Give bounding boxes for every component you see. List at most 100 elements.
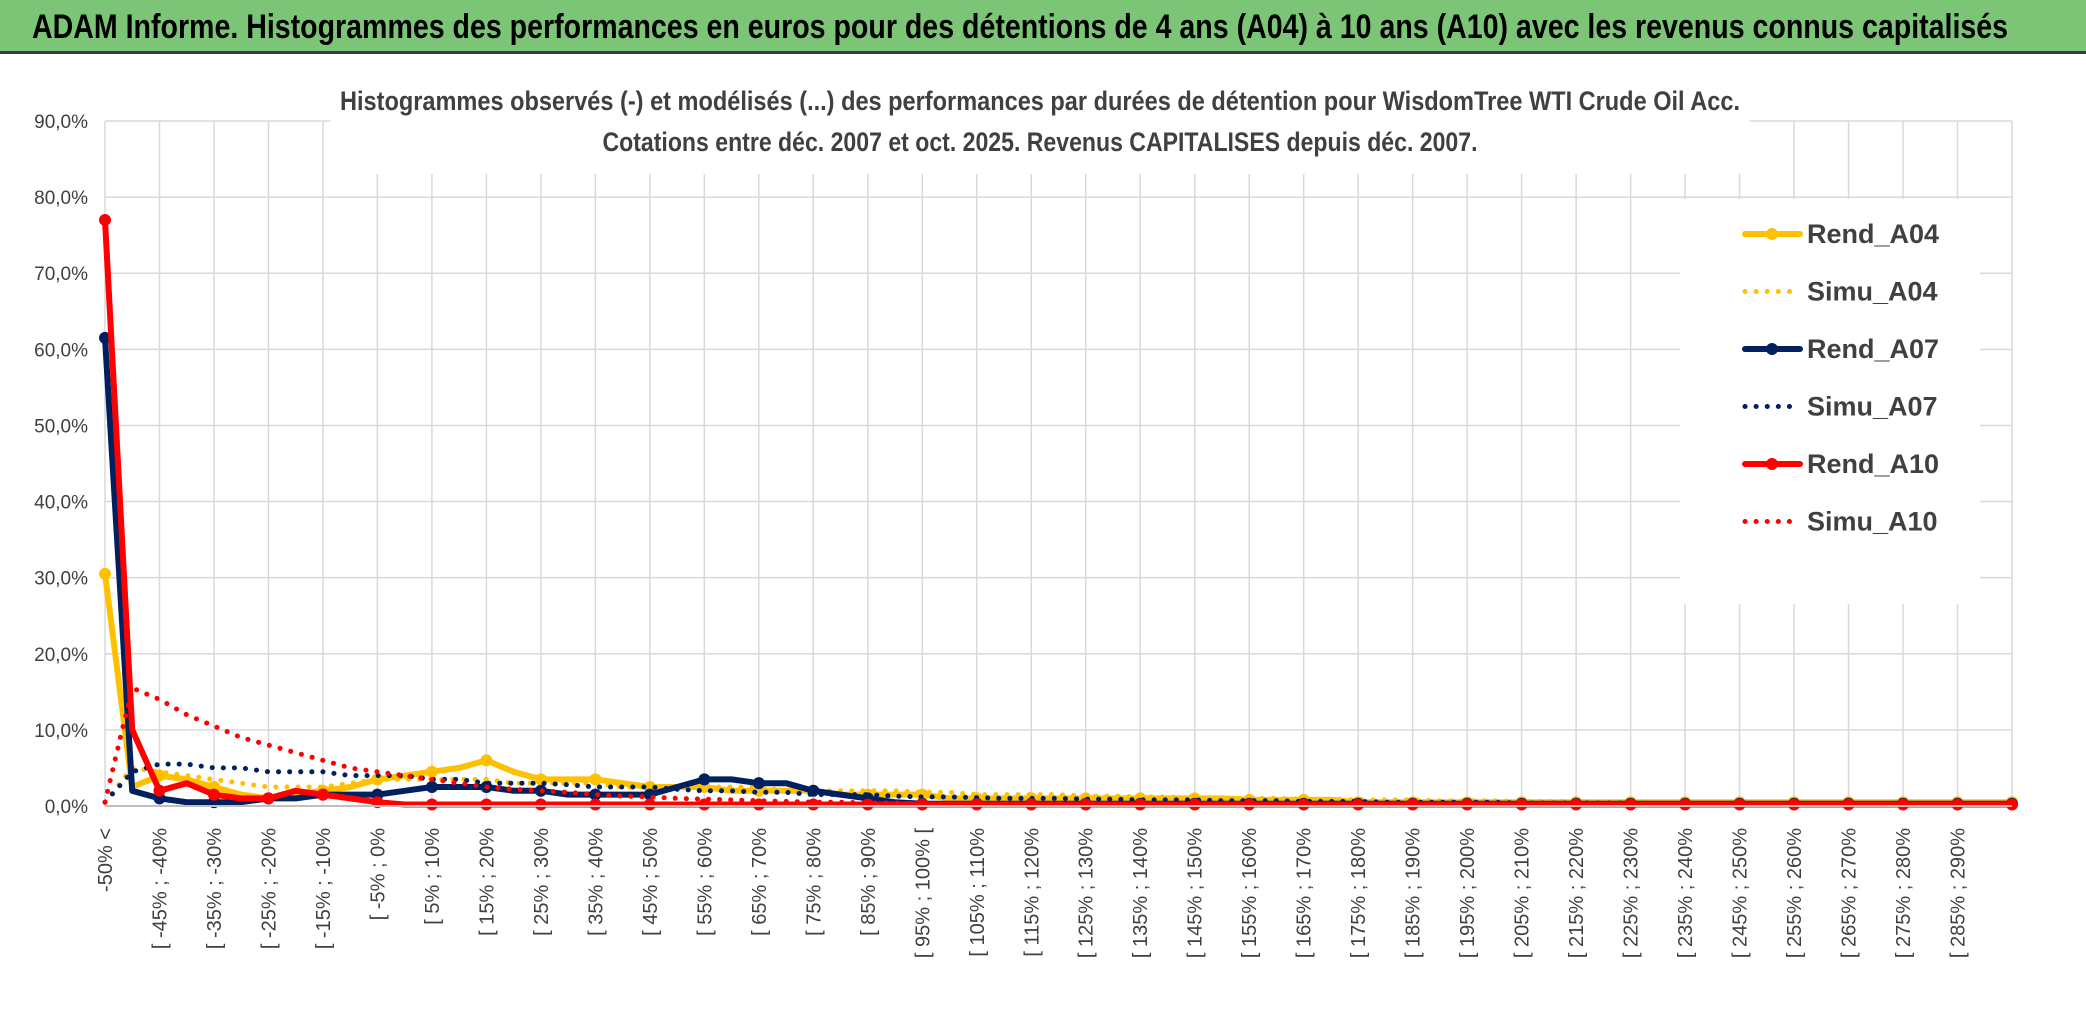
x-tick-label: [ 35% ; 40% xyxy=(585,828,607,936)
x-tick-label: [ 65% ; 70% xyxy=(749,828,771,936)
data-point-rend_a10 xyxy=(99,213,111,226)
y-axis: 0,0% 10,0% 20,0% 30,0% 40,0% 50,0% 60,0% 70,0% 8… xyxy=(34,112,88,818)
x-axis: -50% < [ -45% ; -40% [ -35% ; -30% [ -25% ;… xyxy=(95,805,2012,959)
x-tick-label: [ -45% ; -40% xyxy=(149,828,171,949)
data-point-rend_a10 xyxy=(425,798,438,811)
y-tick-label: 70,0% xyxy=(34,264,88,285)
x-tick-label: [ 255% ; 260% xyxy=(1784,828,1806,958)
data-point-rend_a10 xyxy=(1515,798,1528,811)
x-tick-label: [ 125% ; 130% xyxy=(1076,828,1098,958)
legend-marker xyxy=(1766,458,1778,470)
data-point-rend_a10 xyxy=(589,798,602,811)
data-point-rend_a07 xyxy=(752,777,765,790)
data-point-rend_a10 xyxy=(643,798,656,811)
data-point-rend_a10 xyxy=(1951,798,1964,811)
x-tick-label: [ 155% ; 160% xyxy=(1239,828,1261,958)
legend-background xyxy=(1680,199,1980,604)
x-tick-label: -50% < xyxy=(95,828,117,892)
x-tick-label: [ 145% ; 150% xyxy=(1185,828,1207,958)
data-point-rend_a10 xyxy=(1406,798,1419,811)
data-point-rend_a10 xyxy=(1297,798,1310,811)
data-point-rend_a10 xyxy=(1897,798,1910,811)
x-tick-label: [ 245% ; 250% xyxy=(1730,828,1752,958)
x-tick-label: [ 225% ; 230% xyxy=(1621,828,1643,958)
x-tick-label: [ 15% ; 20% xyxy=(476,828,498,936)
x-tick-label: [ 215% ; 220% xyxy=(1566,828,1588,958)
x-tick-label: [ 275% ; 280% xyxy=(1893,828,1915,958)
x-tick-label: [ 205% ; 210% xyxy=(1512,828,1534,958)
data-point-rend_a10 xyxy=(1461,798,1474,811)
x-tick-label: [ -25% ; -20% xyxy=(258,828,280,949)
data-point-rend_a10 xyxy=(480,798,493,811)
x-tick-label: [ 265% ; 270% xyxy=(1839,828,1861,958)
legend-item-rend_a04: Rend_A04 xyxy=(1742,219,1939,249)
x-tick-label: [ 45% ; 50% xyxy=(640,828,662,936)
legend-item-simu_a07: Simu_A07 xyxy=(1742,392,1938,422)
x-tick-label: [ 105% ; 110% xyxy=(967,828,989,957)
y-tick-label: 90,0% xyxy=(34,112,88,133)
data-point-rend_a10 xyxy=(1842,798,1855,811)
x-tick-label: [ -15% ; -10% xyxy=(313,828,335,949)
x-tick-label: [ 195% ; 200% xyxy=(1457,828,1479,958)
legend-label: Rend_A04 xyxy=(1807,219,1939,249)
legend-label: Simu_A07 xyxy=(1807,392,1938,422)
header-bar: ADAM Informe. Histogrammes des performan… xyxy=(0,0,2086,54)
data-point-rend_a10 xyxy=(262,792,275,805)
data-point-rend_a04 xyxy=(425,765,438,778)
legend-item-rend_a10: Rend_A10 xyxy=(1742,449,1939,479)
x-tick-label: [ 95% ; 100% [ xyxy=(912,828,934,959)
data-point-rend_a07 xyxy=(698,773,711,786)
series-line-simu_a10 xyxy=(102,685,2015,807)
x-tick-label: [ 135% ; 140% xyxy=(1130,828,1152,958)
x-tick-label: [ 285% ; 290% xyxy=(1948,828,1970,958)
data-point-rend_a07 xyxy=(425,780,438,793)
y-tick-label: 60,0% xyxy=(34,340,88,361)
x-tick-label: [ 235% ; 240% xyxy=(1675,828,1697,958)
x-tick-label: [ 115% ; 120% xyxy=(1021,828,1043,957)
legend-marker xyxy=(1766,343,1778,355)
y-tick-label: 50,0% xyxy=(34,416,88,437)
data-point-rend_a10 xyxy=(153,784,166,797)
x-tick-label: [ 5% ; 10% xyxy=(422,828,444,925)
chart-title-group: Histogrammes observés (-) et modélisés (… xyxy=(330,74,1750,174)
y-tick-label: 20,0% xyxy=(34,645,88,666)
data-point-rend_a07 xyxy=(99,331,111,344)
data-point-rend_a10 xyxy=(534,798,547,811)
x-tick-label: [ -35% ; -30% xyxy=(204,828,226,949)
y-tick-label: 30,0% xyxy=(34,569,88,590)
legend-label: Simu_A10 xyxy=(1807,507,1938,537)
legend-marker xyxy=(1766,228,1778,240)
y-tick-label: 0,0% xyxy=(45,797,88,818)
page-title: ADAM Informe. Histogrammes des performan… xyxy=(32,8,2009,46)
legend: Rend_A04 Simu_A04 Rend_A07 Simu_A07 Rend_A10… xyxy=(1680,199,1980,604)
chart-title-line1: Histogrammes observés (-) et modélisés (… xyxy=(340,86,1740,116)
data-point-rend_a10 xyxy=(1352,798,1365,811)
data-point-rend_a04 xyxy=(99,567,111,580)
data-point-rend_a10 xyxy=(1243,798,1256,811)
chart-title-background xyxy=(330,74,1750,174)
legend-label: Rend_A07 xyxy=(1807,334,1939,364)
data-point-rend_a10 xyxy=(316,788,329,801)
y-tick-label: 10,0% xyxy=(34,721,88,742)
legend-label: Rend_A10 xyxy=(1807,449,1939,479)
x-tick-label: [ -5% ; 0% xyxy=(367,828,389,920)
data-point-rend_a10 xyxy=(698,798,711,811)
legend-item-simu_a10: Simu_A10 xyxy=(1742,507,1938,537)
x-tick-label: [ 25% ; 30% xyxy=(531,828,553,936)
legend-item-rend_a07: Rend_A07 xyxy=(1742,334,1939,364)
chart: Histogrammes observés (-) et modélisés (… xyxy=(0,54,2086,1033)
x-tick-label: [ 165% ; 170% xyxy=(1294,828,1316,958)
y-tick-label: 80,0% xyxy=(34,188,88,209)
y-tick-label: 40,0% xyxy=(34,493,88,514)
legend-item-simu_a04: Simu_A04 xyxy=(1742,277,1938,307)
legend-label: Simu_A04 xyxy=(1807,277,1938,307)
x-tick-label: [ 175% ; 180% xyxy=(1348,828,1370,958)
data-point-rend_a04 xyxy=(480,754,493,767)
x-tick-label: [ 75% ; 80% xyxy=(803,828,825,936)
chart-title-line2: Cotations entre déc. 2007 et oct. 2025. … xyxy=(603,127,1478,157)
data-point-rend_a10 xyxy=(207,788,220,801)
x-tick-label: [ 55% ; 60% xyxy=(694,828,716,936)
x-tick-label: [ 185% ; 190% xyxy=(1403,828,1425,958)
data-point-rend_a10 xyxy=(2006,798,2018,811)
x-tick-label: [ 85% ; 90% xyxy=(858,828,880,936)
